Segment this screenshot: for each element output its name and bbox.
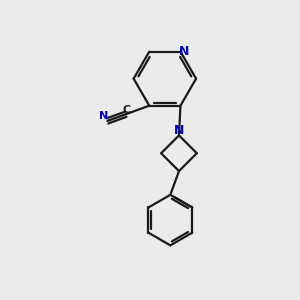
Text: N: N (99, 111, 108, 121)
Text: N: N (174, 124, 184, 137)
Text: C: C (122, 105, 130, 115)
Text: N: N (179, 45, 189, 58)
